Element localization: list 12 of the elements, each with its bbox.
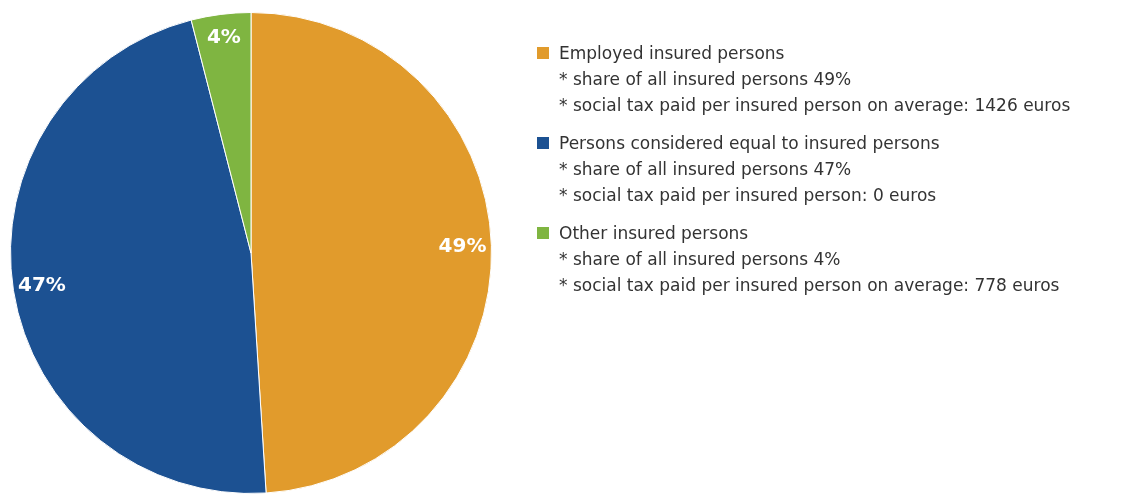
data-label: 47% [18,272,66,297]
data-label: 4% [206,24,241,49]
text: * social tax paid per insured person: 0 euros [558,184,938,207]
text: * share of all insured persons 4% [558,248,842,271]
data-label: 49% [438,232,487,257]
legend-label: Other insured persons [558,222,750,245]
legend-label: Employed insured persons [558,42,786,65]
text: * social tax paid per insured person on average: 778 euros [558,274,1061,297]
text: * social tax paid per insured person on average: 1426 euros [558,94,1071,117]
text: * share of all insured persons 49% [558,68,853,91]
legend-label: Persons considered equal to insured persons [558,132,941,155]
text: * share of all insured persons 47% [558,158,853,181]
